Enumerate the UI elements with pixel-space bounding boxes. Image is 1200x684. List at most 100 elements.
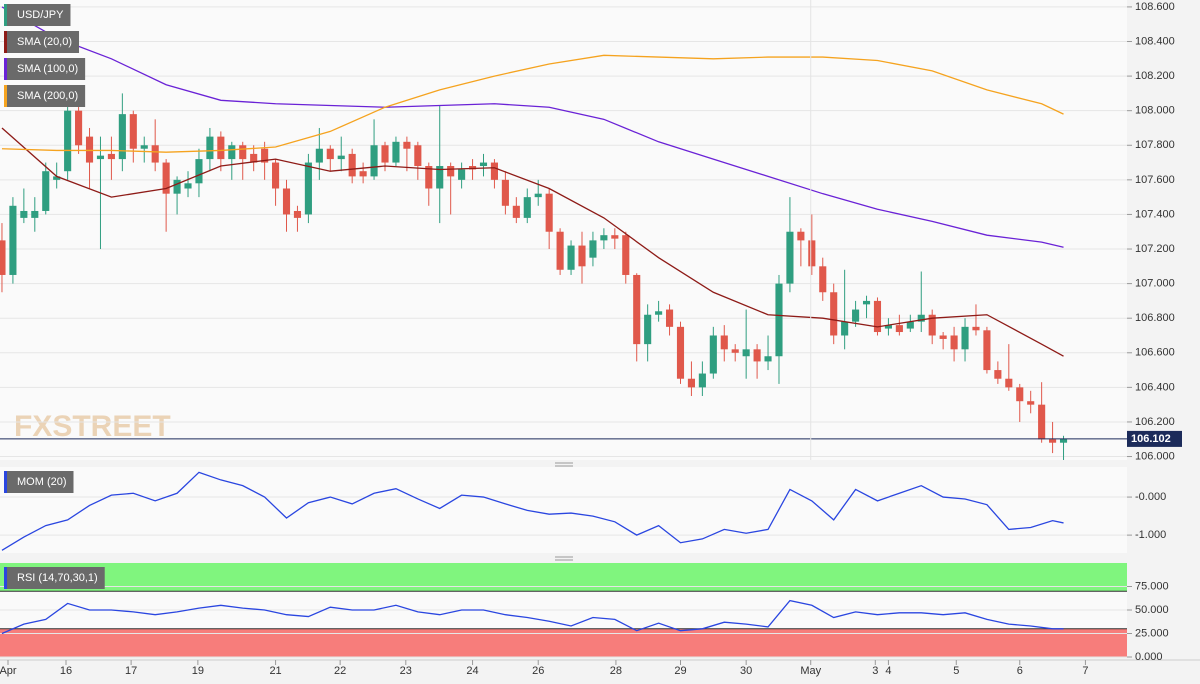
legend-label: SMA (200,0): [17, 90, 78, 102]
line-series: [1, 54, 1064, 153]
legend-label: RSI (14,70,30,1): [17, 572, 98, 584]
candle-body: [655, 311, 663, 315]
price-panel: [0, 0, 1127, 460]
watermark: FXSTREET: [14, 410, 171, 443]
candle-body: [107, 153, 115, 160]
candle-body: [523, 197, 531, 218]
legend-label: MOM (20): [17, 476, 67, 488]
y-tick-label: 75.000: [1135, 580, 1169, 592]
candle-body: [64, 110, 72, 172]
candle-body: [753, 349, 761, 362]
y-tick-label: 108.000: [1135, 105, 1175, 117]
candle-body: [578, 245, 586, 267]
candle-body: [830, 292, 838, 336]
candle-body: [250, 153, 258, 163]
candle-body: [392, 141, 400, 163]
candle-body: [1059, 438, 1068, 443]
panel-divider: [555, 462, 573, 561]
candle-body: [228, 145, 236, 160]
candle-body: [1038, 404, 1046, 440]
candle-body: [326, 148, 334, 160]
candle-body: [611, 235, 619, 239]
candle-body: [906, 321, 914, 329]
candle-body: [381, 145, 389, 163]
candle-body: [31, 210, 39, 218]
x-tick-label: 23: [400, 665, 412, 677]
candle-body: [676, 326, 685, 379]
candle-body: [895, 325, 903, 333]
x-tick-label: 22: [334, 665, 346, 677]
candle-body: [786, 231, 794, 284]
candle-body: [75, 110, 83, 146]
candle-body: [129, 114, 137, 149]
candle-body: [9, 205, 17, 275]
legend-box: [4, 58, 86, 80]
candle-body: [337, 155, 345, 160]
candle-body: [939, 335, 947, 339]
line-series: [1, 471, 1064, 551]
legend-box: [4, 85, 86, 107]
candle-body: [53, 176, 61, 180]
candle-body: [85, 136, 94, 163]
candle-body: [819, 266, 827, 293]
candle-body: [1016, 387, 1024, 402]
x-tick-label: 16: [60, 665, 72, 677]
y-tick-label: 25.000: [1135, 627, 1169, 639]
candle-body: [272, 162, 280, 189]
legend-box: [4, 567, 105, 589]
legend-label: USD/JPY: [17, 9, 64, 21]
x-tick-label: 5: [953, 665, 959, 677]
candle-body: [468, 166, 477, 170]
y-tick-label: 50.000: [1135, 604, 1169, 616]
legend-label: SMA (20,0): [17, 36, 72, 48]
line-series: [1, 599, 1064, 635]
candle-body: [797, 231, 805, 241]
candle-body: [775, 283, 783, 357]
candle-body: [709, 335, 717, 374]
candle-body: [348, 153, 356, 177]
candle-body: [151, 145, 159, 163]
x-tick-label: 4: [885, 665, 891, 677]
legend-swatch: [4, 31, 7, 53]
candle-body: [764, 356, 772, 362]
candle-body: [841, 321, 849, 336]
candle-body: [293, 210, 302, 218]
candle-body: [972, 326, 980, 331]
candle-body: [184, 183, 192, 189]
x-tick-label: 3: [872, 665, 878, 677]
candle-body: [490, 162, 499, 180]
candle-body: [425, 166, 433, 189]
legend-box: [4, 471, 74, 493]
mom-panel: [0, 467, 1127, 553]
candle-body: [808, 240, 816, 267]
candle-body: [512, 205, 520, 218]
y-tick-label: 106.800: [1135, 312, 1175, 324]
candle-body: [1005, 378, 1013, 388]
candle-body: [545, 193, 553, 232]
legend-swatch: [4, 4, 7, 26]
candle-body: [862, 300, 871, 305]
x-tick-label: Apr: [0, 665, 17, 677]
x-tick-label: May: [800, 665, 821, 677]
candle-body: [622, 235, 630, 275]
candle-body: [917, 314, 925, 322]
candle-body: [458, 169, 466, 180]
candle-body: [479, 162, 488, 167]
candle-body: [162, 162, 170, 194]
candle-body: [534, 193, 542, 198]
candle-body: [217, 136, 225, 160]
y-tick-label: -1.000: [1135, 529, 1166, 541]
y-tick-label: 107.400: [1135, 208, 1175, 220]
candle-body: [304, 162, 312, 215]
candle-body: [731, 349, 739, 353]
y-tick-label: 108.600: [1135, 1, 1175, 13]
legend-swatch: [4, 567, 7, 589]
candle-body: [665, 309, 674, 327]
candle-body: [447, 166, 455, 177]
x-tick-label: 6: [1017, 665, 1023, 677]
candle-body: [994, 370, 1002, 379]
candle-body: [195, 159, 203, 184]
candle-body: [501, 179, 509, 206]
y-tick-label: 107.600: [1135, 174, 1175, 186]
y-tick-label: 108.200: [1135, 70, 1175, 82]
